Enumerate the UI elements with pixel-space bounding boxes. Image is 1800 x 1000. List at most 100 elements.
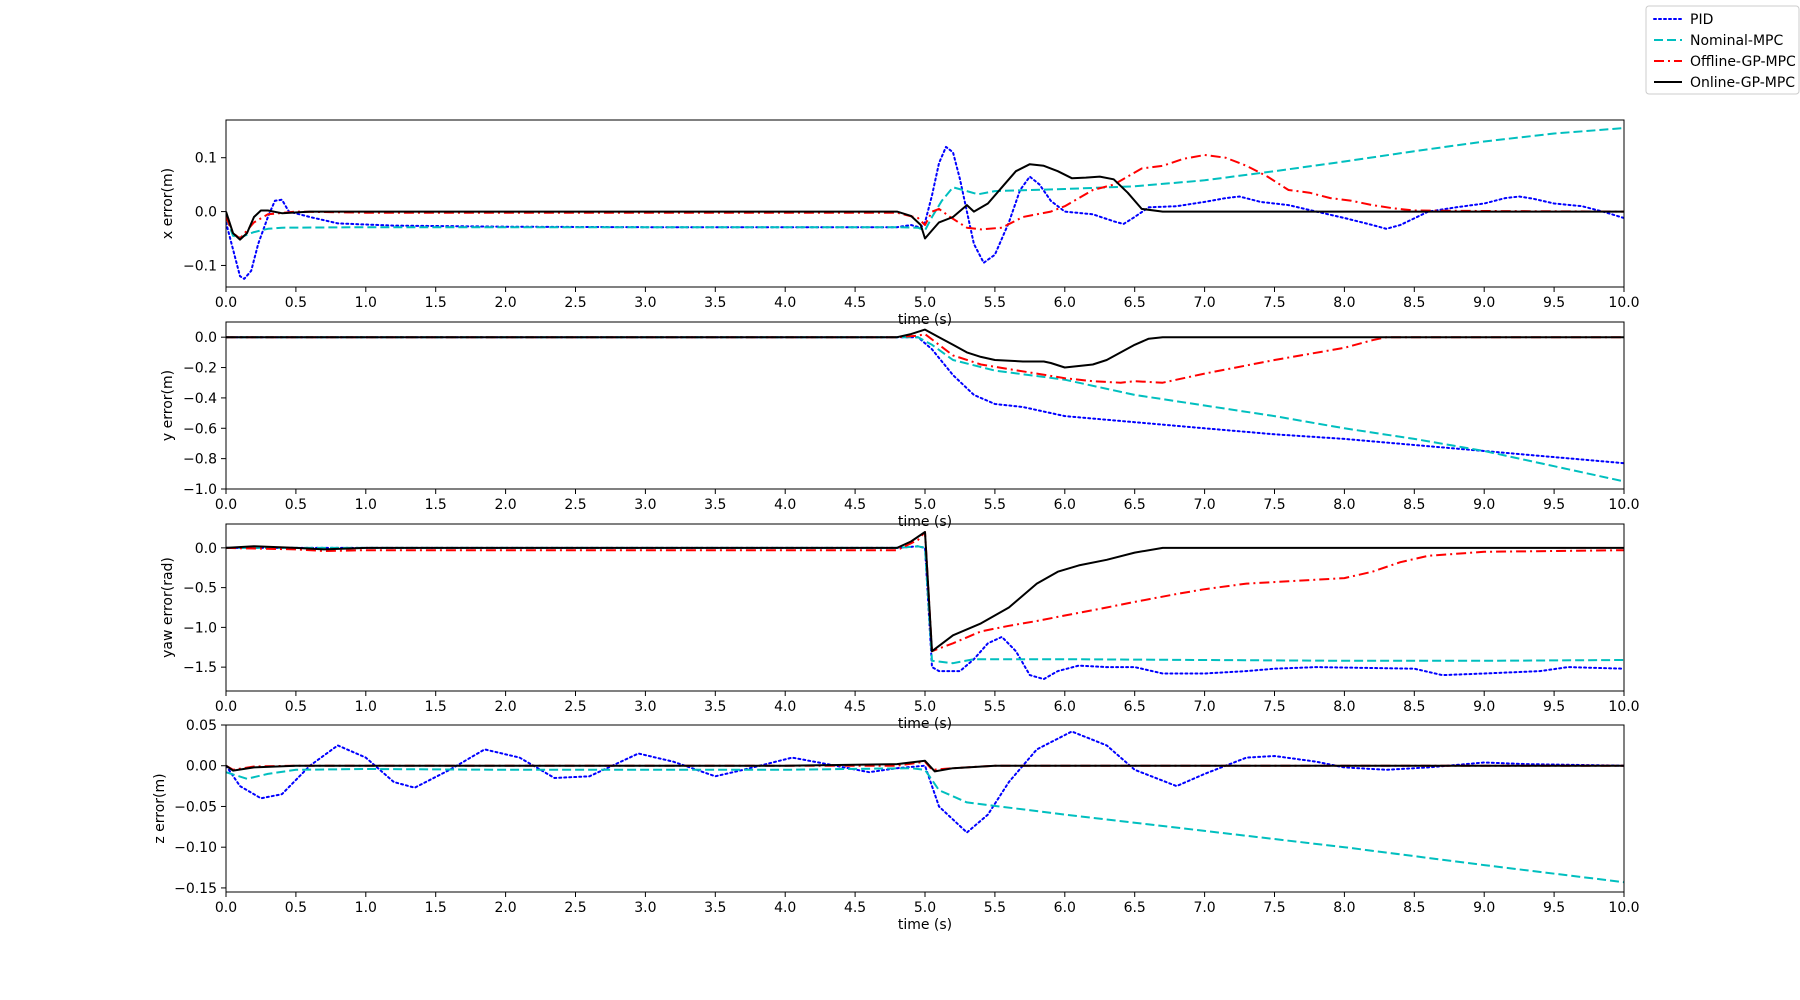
subplot-2: 0.0 0.5 1.0 1.5 2.0 2.5 3.0 3.5 4.0 4.5 5.0 5.5 6.0 6… <box>160 321 1640 530</box>
series-line-pid <box>226 145 1624 280</box>
x-tick-label: 0.5 <box>285 295 307 311</box>
x-axis-label: time (s) <box>898 514 952 530</box>
x-tick-label: 2.0 <box>494 295 516 311</box>
x-tick-label: 2.0 <box>494 900 516 916</box>
x-tick-label: 0.0 <box>215 295 237 311</box>
x-tick-label: 5.5 <box>984 295 1006 311</box>
y-tick-label: −0.1 <box>183 258 217 274</box>
x-tick-label: 10.0 <box>1608 497 1639 513</box>
y-axis-label: y error(m) <box>160 370 176 441</box>
x-tick-label: 4.5 <box>844 900 866 916</box>
x-tick-label: 6.5 <box>1124 900 1146 916</box>
y-tick-label: 0.05 <box>186 718 217 734</box>
y-axis-label: z error(m) <box>152 773 168 843</box>
x-tick-label: 0.0 <box>215 900 237 916</box>
axes-frame <box>225 724 1625 893</box>
x-tick-label: 7.0 <box>1193 900 1215 916</box>
x-tick-label: 5.0 <box>914 699 936 715</box>
x-tick-label: 0.0 <box>215 497 237 513</box>
legend-entry: Online-GP-MPC <box>1690 75 1795 91</box>
y-tick-label: −0.10 <box>174 840 217 856</box>
series-line-offline-gp-mpc <box>226 154 1624 240</box>
x-tick-label: 1.5 <box>425 900 447 916</box>
x-tick-label: 8.5 <box>1403 497 1425 513</box>
x-tick-label: 0.5 <box>285 900 307 916</box>
x-tick-label: 8.5 <box>1403 699 1425 715</box>
x-tick-label: 8.0 <box>1333 699 1355 715</box>
x-tick-label: 4.0 <box>774 497 796 513</box>
x-tick-label: 9.0 <box>1473 295 1495 311</box>
x-tick-label: 0.5 <box>285 699 307 715</box>
x-tick-label: 4.0 <box>774 295 796 311</box>
x-axis-label: time (s) <box>898 312 952 328</box>
x-tick-label: 8.0 <box>1333 497 1355 513</box>
series-line-online-gp-mpc <box>226 759 1624 773</box>
x-tick-label: 3.0 <box>634 295 656 311</box>
x-tick-label: 1.0 <box>355 900 377 916</box>
x-tick-label: 9.0 <box>1473 900 1495 916</box>
x-tick-label: 8.5 <box>1403 900 1425 916</box>
x-tick-label: 7.5 <box>1263 295 1285 311</box>
x-tick-label: 8.0 <box>1333 295 1355 311</box>
series-line-pid <box>226 336 1624 465</box>
x-tick-label: 3.5 <box>704 497 726 513</box>
x-tick-label: 5.5 <box>984 699 1006 715</box>
x-tick-label: 6.5 <box>1124 497 1146 513</box>
y-tick-label: −1.5 <box>183 660 217 676</box>
series-group <box>226 328 1624 483</box>
x-tick-label: 10.0 <box>1608 699 1639 715</box>
x-tick-label: 3.0 <box>634 900 656 916</box>
y-axis-label: yaw error(rad) <box>160 557 176 658</box>
x-tick-label: 2.5 <box>564 497 586 513</box>
series-line-pid <box>226 545 1624 681</box>
x-tick-label: 2.5 <box>564 900 586 916</box>
legend-entry: Offline-GP-MPC <box>1690 54 1796 70</box>
x-tick-label: 0.0 <box>215 699 237 715</box>
x-tick-label: 3.5 <box>704 699 726 715</box>
x-tick-label: 1.5 <box>425 497 447 513</box>
x-tick-label: 6.0 <box>1054 497 1076 513</box>
legend-entry: Nominal-MPC <box>1690 33 1783 49</box>
x-tick-label: 10.0 <box>1608 900 1639 916</box>
x-tick-label: 4.0 <box>774 699 796 715</box>
x-tick-label: 6.0 <box>1054 295 1076 311</box>
x-tick-label: 1.5 <box>425 699 447 715</box>
axes-frame <box>225 321 1625 490</box>
x-tick-label: 9.5 <box>1543 699 1565 715</box>
x-tick-label: 9.5 <box>1543 900 1565 916</box>
x-tick-label: 3.5 <box>704 900 726 916</box>
series-line-nominal-mpc <box>226 545 1624 665</box>
x-tick-label: 6.5 <box>1124 295 1146 311</box>
subplot-1: 0.0 0.5 1.0 1.5 2.0 2.5 3.0 3.5 4.0 4.5 5.0 5.5 6.0 6… <box>160 119 1640 328</box>
y-tick-label: −0.05 <box>174 799 217 815</box>
x-axis-label: time (s) <box>898 716 952 732</box>
x-tick-label: 4.5 <box>844 295 866 311</box>
x-tick-label: 9.5 <box>1543 295 1565 311</box>
y-tick-label: −1.0 <box>183 482 217 498</box>
x-tick-label: 7.0 <box>1193 699 1215 715</box>
y-tick-label: −1.0 <box>183 620 217 636</box>
series-group <box>226 531 1624 681</box>
y-tick-label: 0.0 <box>195 205 217 221</box>
x-tick-label: 5.5 <box>984 497 1006 513</box>
series-line-nominal-mpc <box>226 767 1624 884</box>
x-tick-label: 1.0 <box>355 295 377 311</box>
x-tick-label: 5.0 <box>914 497 936 513</box>
x-tick-label: 3.5 <box>704 295 726 311</box>
x-tick-label: 8.0 <box>1333 900 1355 916</box>
x-tick-label: 5.0 <box>914 900 936 916</box>
legend-entry: PID <box>1690 12 1713 28</box>
y-tick-label: −0.2 <box>183 361 217 377</box>
series-line-offline-gp-mpc <box>226 333 1624 384</box>
series-line-nominal-mpc <box>226 336 1624 483</box>
x-tick-label: 0.5 <box>285 497 307 513</box>
x-tick-label: 3.0 <box>634 699 656 715</box>
x-tick-label: 2.5 <box>564 699 586 715</box>
x-axis-label: time (s) <box>898 917 952 933</box>
x-tick-label: 7.0 <box>1193 295 1215 311</box>
y-tick-label: −0.5 <box>183 581 217 597</box>
x-tick-label: 5.0 <box>914 295 936 311</box>
x-tick-label: 3.0 <box>634 497 656 513</box>
y-tick-label: −0.8 <box>183 452 217 468</box>
y-tick-label: 0.1 <box>195 151 217 167</box>
